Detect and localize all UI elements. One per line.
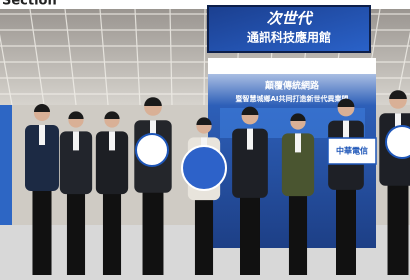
backdrop-top — [208, 58, 376, 74]
legs — [195, 193, 213, 276]
legs — [67, 187, 85, 276]
shirt — [247, 129, 253, 150]
sign-line1: 次世代 — [266, 10, 313, 28]
placard — [386, 126, 410, 158]
placard — [136, 134, 168, 166]
legs — [336, 182, 356, 276]
shirt — [109, 131, 115, 150]
legs — [388, 177, 409, 275]
shirt — [295, 133, 301, 152]
legs — [240, 190, 260, 276]
sign-line2: 通訊科技應用館 — [247, 30, 331, 45]
banner-line2: 暨智慧城鄉AI共同打造新世代異業盟 — [235, 94, 348, 103]
legs — [143, 184, 164, 275]
legs — [103, 187, 121, 276]
pillar — [0, 105, 12, 225]
header-title: Section — [2, 0, 57, 9]
photo: Section 次世代 通訊科技應用館 顛覆傳統網路 暨智慧城鄉AI共同打造新世… — [0, 0, 410, 280]
placard-text: 中華電信 — [336, 146, 368, 156]
shirt — [39, 125, 45, 145]
banner-line1: 顛覆傳統網路 — [264, 80, 320, 92]
shirt — [73, 131, 79, 150]
legs — [289, 189, 307, 276]
placard — [182, 146, 226, 190]
legs — [32, 183, 51, 275]
